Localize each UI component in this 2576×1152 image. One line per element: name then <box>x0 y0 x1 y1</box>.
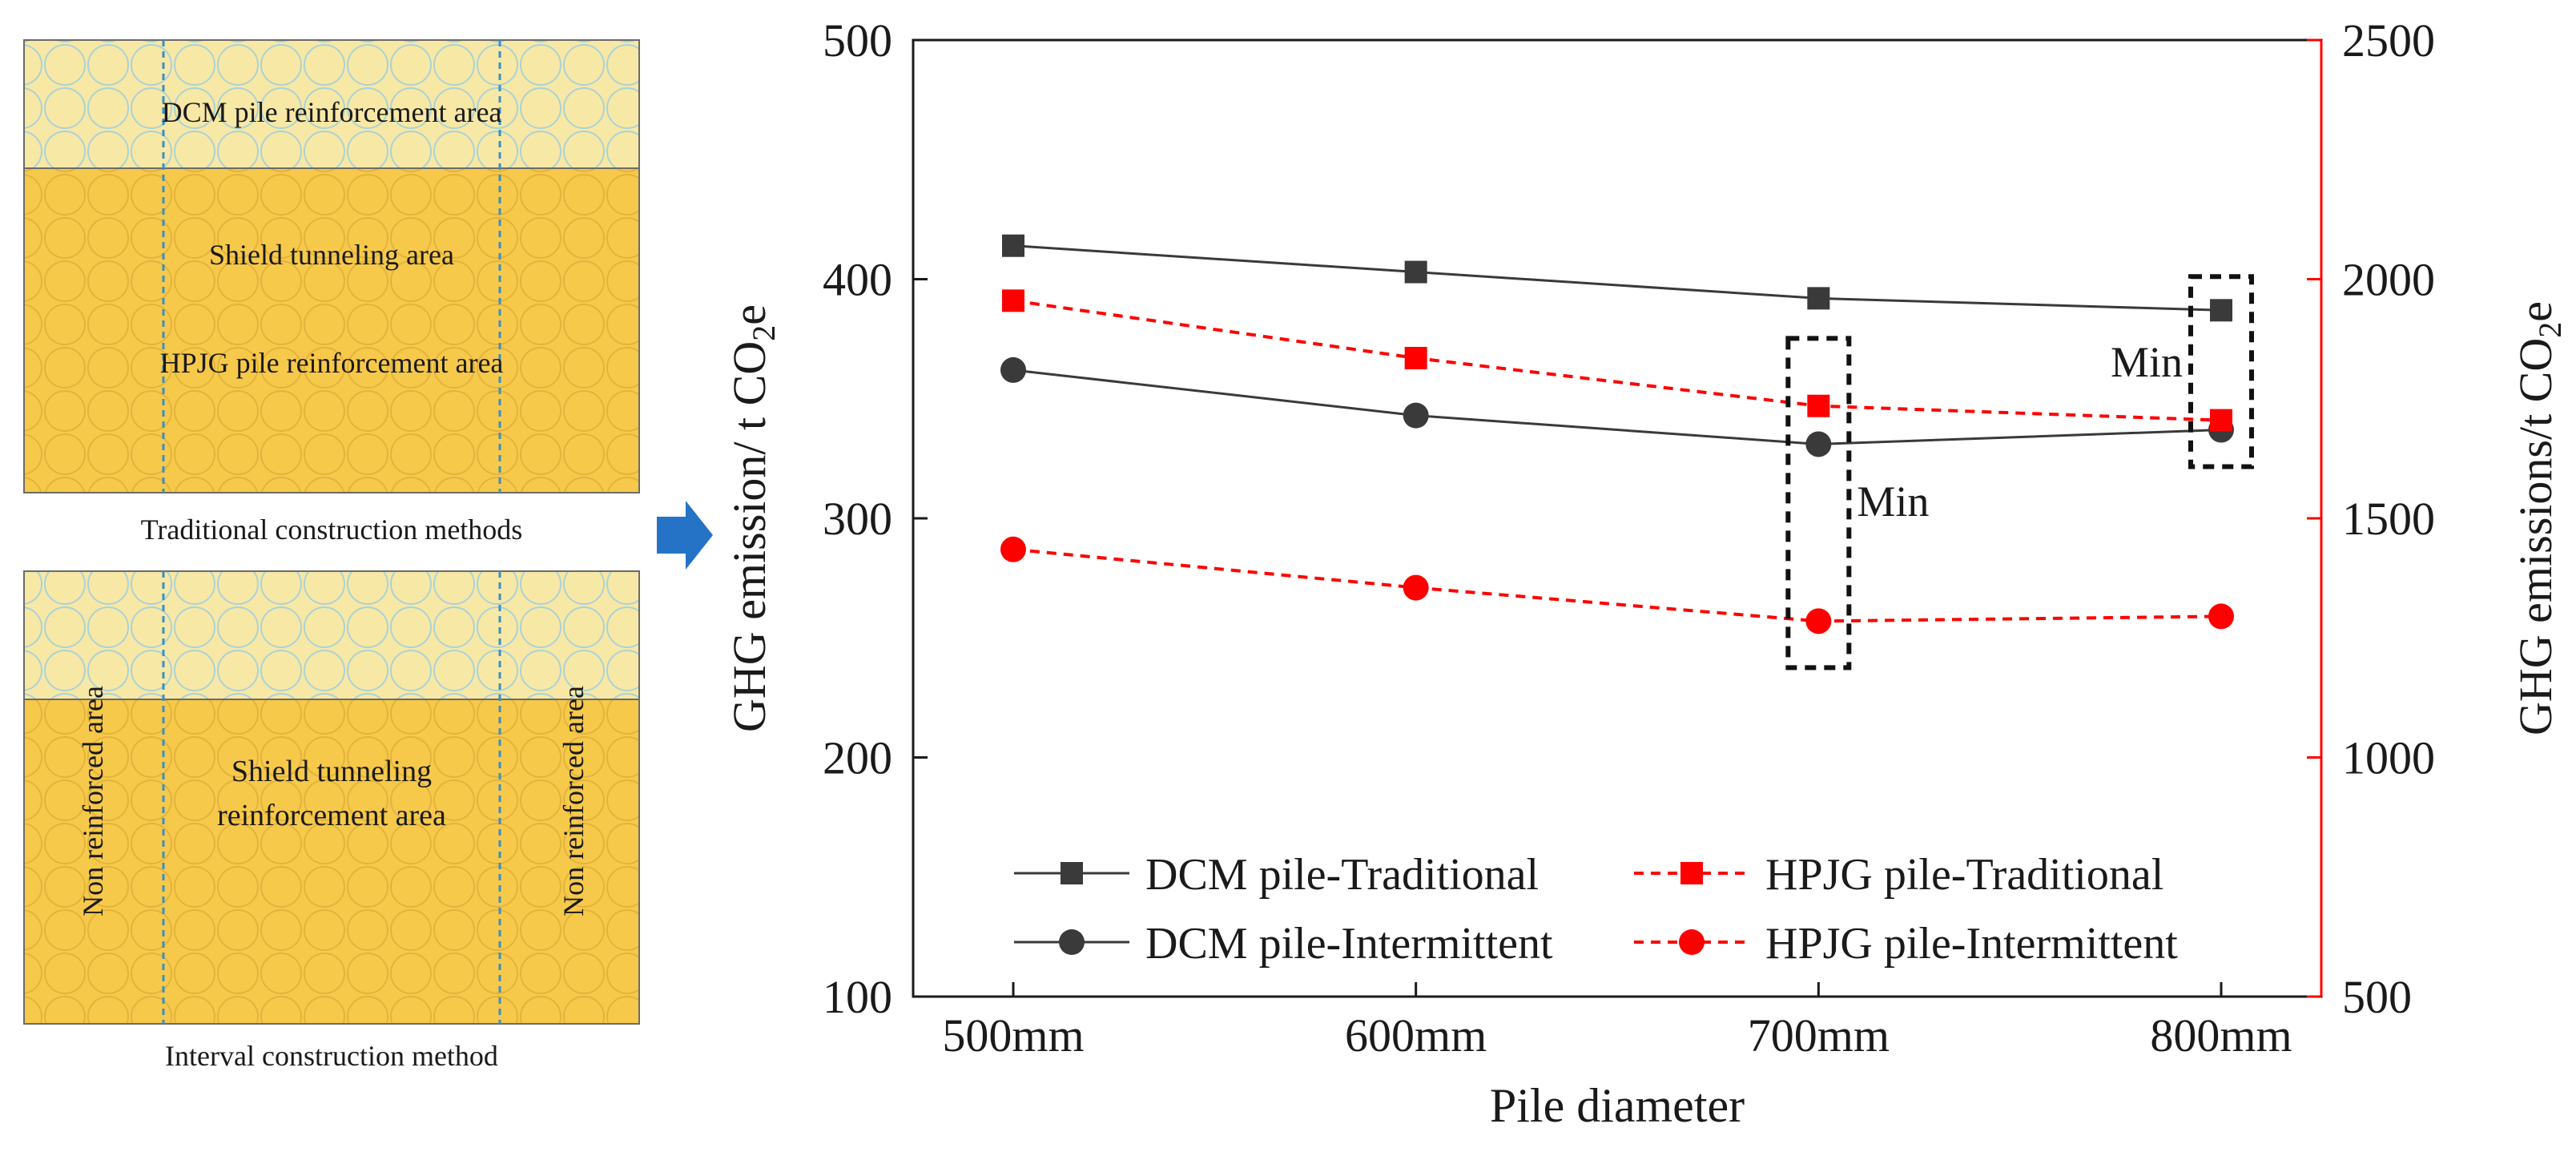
x-tick-label: 500mm <box>942 1009 1084 1061</box>
data-point <box>1000 356 1026 383</box>
non-reinforced-left-label: Non reinforced area <box>77 686 109 916</box>
legend-label: HPJG pile-Intermittent <box>1765 919 2178 969</box>
right-tick-label: 1500 <box>2342 493 2435 545</box>
traditional-hpjg-area <box>23 167 640 493</box>
legend-marker <box>1679 929 1705 955</box>
interval-center-label-1: Shield tunneling <box>231 755 432 788</box>
min-box-700 <box>1785 336 1852 671</box>
min-label-700: Min <box>1857 477 1929 526</box>
y-axis-right-label-main: GHG emissions/t CO <box>2510 338 2562 735</box>
interval-caption: Interval construction method <box>165 1040 498 1072</box>
annotation-layer: Min Min <box>1785 274 2254 671</box>
data-point <box>1805 608 1832 634</box>
x-axis-label: Pile diameter <box>1490 1079 1745 1132</box>
min-label-800: Min <box>2111 338 2183 386</box>
data-point <box>1807 287 1830 310</box>
traditional-dcm-area <box>23 39 640 169</box>
right-tick-label: 2500 <box>2342 14 2435 66</box>
left-axis-ticks: 100 200 300 400 500 <box>823 14 928 1023</box>
legend-label: DCM pile-Traditional <box>1145 850 1539 900</box>
data-point <box>1000 536 1026 562</box>
interval-bottom-area <box>23 699 640 1025</box>
series-layer <box>1000 234 2234 634</box>
chart: 100 200 300 400 500 500 1000 1500 2000 2500 500m… <box>723 14 2568 1132</box>
right-tick-label: 1000 <box>2342 732 2435 784</box>
data-point <box>1403 574 1429 601</box>
y-axis-left-label-tail: e <box>723 304 775 325</box>
data-point <box>2208 603 2234 630</box>
legend: DCM pile-Traditional HPJG pile-Traditiona… <box>1014 850 2178 969</box>
min-box-800 <box>2188 274 2254 469</box>
y-axis-right-label-tail: e <box>2510 301 2562 322</box>
data-point <box>1002 289 1024 312</box>
left-tick-label: 400 <box>823 254 892 306</box>
non-reinforced-right-label: Non reinforced area <box>557 686 590 916</box>
data-point <box>2210 409 2232 432</box>
y-axis-left-label: GHG emission/ t CO2e <box>723 304 782 732</box>
data-point <box>2210 299 2232 322</box>
data-point <box>1805 431 1832 457</box>
hpjg-area-label: HPJG pile reinforcement area <box>160 347 504 379</box>
legend-label: DCM pile-Intermittent <box>1145 919 1553 969</box>
data-point <box>1403 402 1429 429</box>
right-tick-label: 500 <box>2342 971 2412 1023</box>
legend-marker <box>1059 929 1085 955</box>
right-axis-ticks: 500 1000 1500 2000 2500 <box>2307 14 2435 1023</box>
data-point <box>1002 234 1024 257</box>
series-line <box>1012 547 2222 623</box>
y-axis-right-label-sub: 2 <box>2532 322 2568 338</box>
legend-item: HPJG pile-Intermittent <box>1634 919 2178 969</box>
shield-area-label: Shield tunneling area <box>209 239 454 271</box>
interval-panel: Shield tunneling reinforcement area Non … <box>23 570 640 1072</box>
x-tick-label: 700mm <box>1748 1009 1890 1061</box>
legend-marker <box>1061 862 1083 884</box>
y-axis-right-label: GHG emissions/t CO2e <box>2510 301 2568 735</box>
x-axis-ticks: 500mm 600mm 700mm 800mm <box>942 982 2292 1061</box>
data-point <box>1404 347 1427 370</box>
series-hpjg-pile-intermittent <box>1000 536 2234 634</box>
legend-item: DCM pile-Traditional <box>1014 850 1539 900</box>
series-dcm-pile-traditional <box>1002 234 2232 322</box>
series-hpjg-pile-traditional <box>1002 289 2232 432</box>
data-point <box>1404 260 1427 284</box>
traditional-panel: DCM pile reinforcement area Shield tunne… <box>23 39 640 546</box>
series-line <box>1012 369 2222 445</box>
interval-center-label-2: reinforcement area <box>217 799 446 832</box>
left-tick-label: 100 <box>823 971 892 1023</box>
series-line <box>1012 244 2222 312</box>
y-axis-left-label-sub: 2 <box>746 325 782 341</box>
right-arrow-icon <box>657 501 713 570</box>
left-tick-label: 300 <box>823 493 892 545</box>
legend-item: DCM pile-Intermittent <box>1014 919 1553 969</box>
legend-label: HPJG pile-Traditional <box>1765 850 2163 900</box>
traditional-caption: Traditional construction methods <box>141 514 523 546</box>
interval-top-area <box>23 570 640 700</box>
y-axis-left-label-main: GHG emission/ t CO <box>723 341 775 732</box>
left-tick-label: 500 <box>823 14 892 66</box>
x-tick-label: 600mm <box>1345 1009 1487 1061</box>
legend-marker <box>1680 862 1703 884</box>
right-tick-label: 2000 <box>2342 254 2435 306</box>
dcm-area-label: DCM pile reinforcement area <box>162 96 502 128</box>
data-point <box>1807 394 1830 417</box>
left-tick-label: 200 <box>823 732 892 784</box>
x-tick-label: 800mm <box>2150 1009 2292 1061</box>
series-dcm-pile-intermittent <box>1000 356 2234 457</box>
legend-item: HPJG pile-Traditional <box>1634 850 2163 900</box>
series-line <box>1012 299 2222 422</box>
